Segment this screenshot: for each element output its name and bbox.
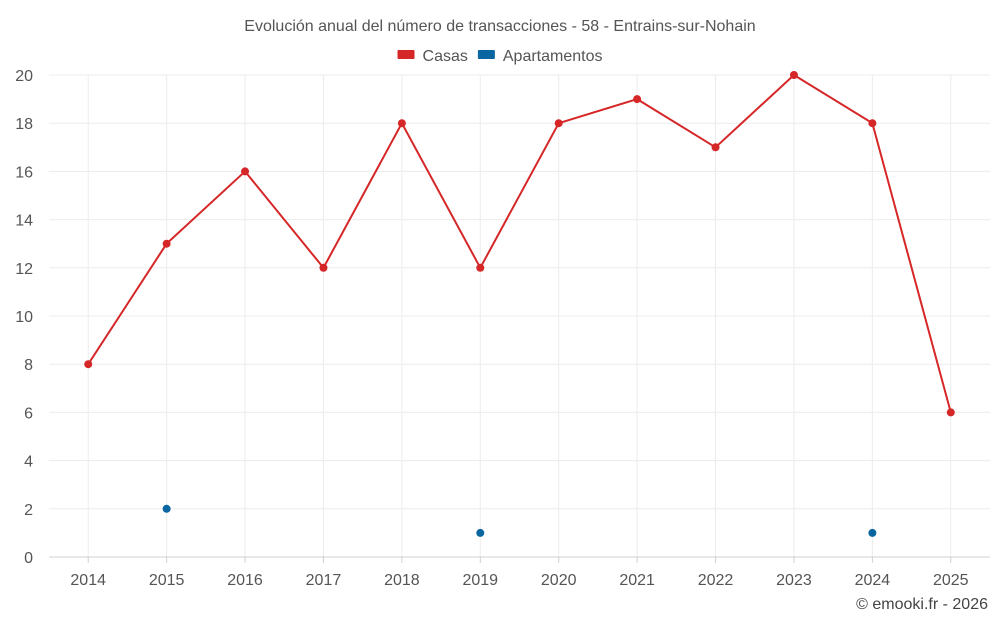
series-group: [84, 71, 955, 537]
x-tick-label: 2024: [855, 572, 891, 589]
x-tick-label: 2023: [776, 572, 812, 589]
x-tick-label: 2021: [619, 572, 655, 589]
data-point[interactable]: [633, 95, 642, 104]
legend-item-casas[interactable]: Casas: [397, 48, 468, 65]
data-point[interactable]: [554, 119, 563, 128]
series-line: [87, 73, 952, 413]
x-tick-label: 2019: [462, 572, 498, 589]
data-point[interactable]: [789, 71, 798, 79]
y-tick-label: 14: [15, 213, 33, 230]
y-tick-label: 4: [24, 454, 33, 471]
data-point[interactable]: [476, 528, 485, 537]
series-apartamentos: [162, 504, 877, 537]
data-point[interactable]: [162, 239, 171, 248]
x-tick-label: 2015: [149, 572, 185, 589]
data-point[interactable]: [868, 119, 877, 128]
y-tick-label: 0: [24, 550, 33, 567]
x-tick-label: 2025: [933, 572, 969, 589]
legend-item-apartamentos[interactable]: Apartamentos: [477, 48, 603, 65]
data-point[interactable]: [397, 119, 406, 128]
data-point[interactable]: [476, 263, 485, 272]
legend: Casas Apartamentos: [397, 48, 603, 65]
y-tick-label: 6: [24, 405, 33, 422]
y-tick-label: 20: [15, 68, 33, 85]
data-point[interactable]: [241, 167, 250, 176]
x-tick-label: 2020: [541, 572, 577, 589]
legend-label: Apartamentos: [503, 48, 603, 65]
gridlines: [49, 74, 990, 557]
data-point[interactable]: [711, 143, 720, 152]
x-axis-ticks: 2014 2015 2016 2017 2018 2019 2020 2021 2022 2023…: [70, 557, 969, 589]
y-tick-label: 12: [15, 261, 33, 278]
credit-text: © emooki.fr - 2026: [856, 596, 988, 613]
y-tick-label: 18: [15, 116, 33, 133]
data-point[interactable]: [319, 263, 328, 272]
y-tick-label: 10: [15, 309, 33, 326]
chart-title: Evolución anual del número de transaccio…: [244, 18, 755, 35]
y-tick-label: 8: [24, 357, 33, 374]
x-tick-label: 2016: [227, 572, 263, 589]
series-casas: [84, 71, 955, 417]
x-tick-label: 2022: [698, 572, 734, 589]
legend-label: Casas: [423, 48, 468, 65]
data-point[interactable]: [868, 528, 877, 537]
x-tick-label: 2018: [384, 572, 420, 589]
data-point[interactable]: [162, 504, 171, 513]
y-tick-label: 2: [24, 502, 33, 519]
y-tick-label: 16: [15, 164, 33, 181]
x-tick-label: 2017: [306, 572, 342, 589]
data-point[interactable]: [946, 408, 955, 417]
legend-swatch: [477, 50, 495, 59]
legend-swatch: [397, 50, 415, 59]
x-tick-label: 2014: [70, 572, 106, 589]
data-point[interactable]: [84, 360, 93, 369]
y-axis-ticks: 0 2 4 6 8 10 12 14 16 18 20: [15, 68, 33, 567]
